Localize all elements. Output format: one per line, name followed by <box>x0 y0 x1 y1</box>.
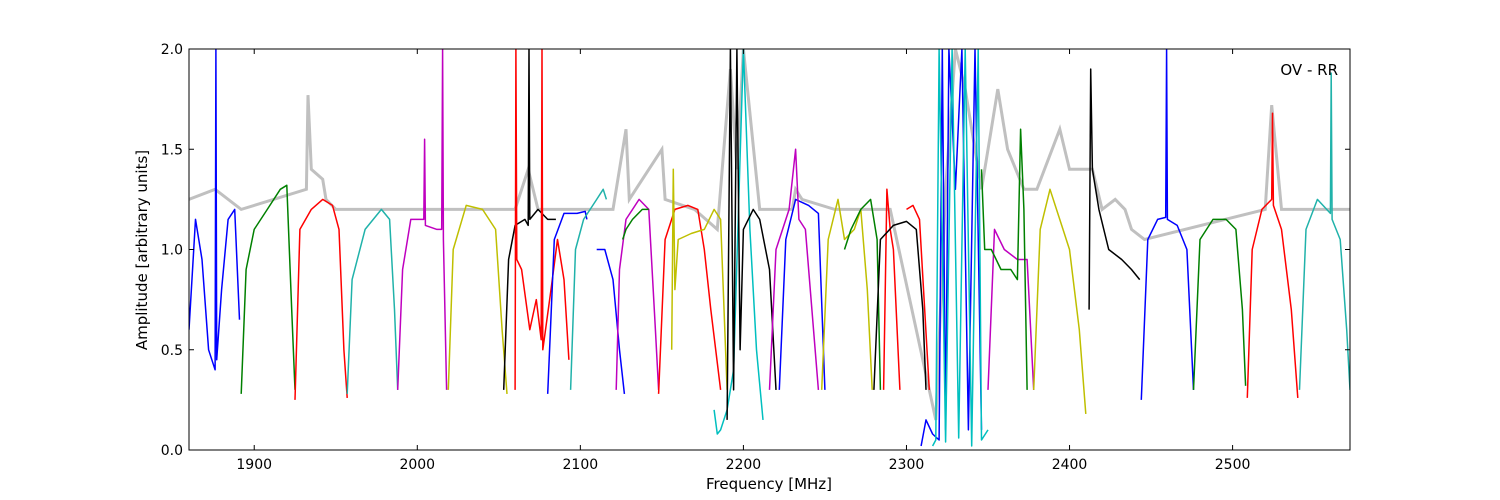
x-tick-label: 2000 <box>399 457 435 473</box>
band-series-line-21 <box>843 198 882 390</box>
band-series-line-6 <box>447 204 508 394</box>
y-tick-label: 0.5 <box>161 343 183 359</box>
band-series-line-3 <box>294 198 348 400</box>
y-tick-label: 0.0 <box>161 443 183 459</box>
y-axis-label: Amplitude [arbitrary units] <box>133 150 151 350</box>
y-tick-label: 2.0 <box>161 42 183 58</box>
band-series-line-24 <box>906 204 931 390</box>
band-series-line-14 <box>657 204 722 394</box>
band-series-line-32 <box>1192 218 1247 390</box>
band-series-line-8 <box>514 49 570 390</box>
band-series-line-10 <box>569 188 608 390</box>
y-tick-label: 1.5 <box>161 142 183 158</box>
band-series-line-33 <box>1246 112 1299 398</box>
band-series-line-18 <box>778 198 826 390</box>
band-series-line-19 <box>768 148 820 390</box>
x-tick-label: 2500 <box>1215 457 1251 473</box>
band-series-line-17 <box>726 49 777 420</box>
band-series-line-15 <box>670 168 728 390</box>
x-axis-ticks: 1900 2000 2100 2200 2300 2400 2500 <box>236 49 1250 473</box>
band-series-line-11 <box>596 248 626 394</box>
band-series-line-12 <box>615 198 660 390</box>
band-series-line-25 <box>920 49 983 447</box>
y-axis-ticks: 0.0 0.5 1.0 1.5 2.0 <box>161 42 1350 459</box>
band-series-line-28 <box>980 128 1028 390</box>
band-series-line-29 <box>1032 188 1087 414</box>
band-series-line-9 <box>546 210 588 394</box>
band-series-line-30 <box>1088 68 1141 310</box>
x-tick-label: 2400 <box>1052 457 1088 473</box>
band-series-line-27 <box>987 228 1035 390</box>
band-series-line-13 <box>621 208 649 240</box>
band-series-line-23 <box>873 220 927 390</box>
band-series-line-2 <box>240 184 296 394</box>
y-tick-label: 1.0 <box>161 243 183 259</box>
x-tick-label: 2200 <box>726 457 762 473</box>
x-tick-label: 2100 <box>563 457 599 473</box>
x-tick-label: 1900 <box>236 457 272 473</box>
band-series-line-4 <box>346 208 399 394</box>
x-axis-label: Frequency [MHz] <box>706 475 832 493</box>
plot-annotation: OV - RR <box>1280 61 1338 79</box>
band-series-line-5 <box>396 49 448 390</box>
band-series-line-34 <box>1298 72 1350 390</box>
band-series-line-31 <box>1140 49 1195 400</box>
band-series-line-1 <box>189 49 241 371</box>
band-series-line-26 <box>931 49 989 447</box>
x-tick-label: 2300 <box>889 457 925 473</box>
plot-area <box>189 49 1350 447</box>
